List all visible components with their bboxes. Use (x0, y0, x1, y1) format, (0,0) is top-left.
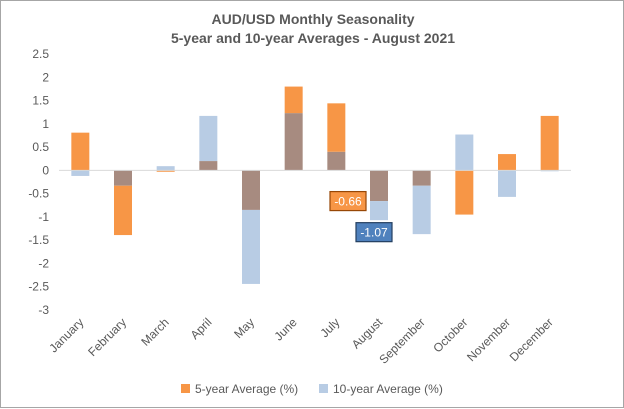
x-tick-label: April (188, 315, 215, 342)
data-label-box (329, 190, 367, 212)
y-tick-label: 1 (42, 117, 49, 131)
bar-5yr-june (284, 86, 303, 114)
bar-5yr-february (114, 185, 132, 236)
bar-overlap-july (327, 151, 346, 171)
x-tick-label: November (464, 315, 513, 364)
bar-10yr-august (370, 201, 388, 221)
x-tick-label: March (138, 315, 171, 348)
bar-overlap-june (284, 113, 303, 171)
y-tick-label: 0.5 (32, 140, 49, 154)
bar-5yr-july (327, 103, 346, 152)
x-tick-label: June (271, 315, 300, 344)
bar-overlap-may (242, 170, 260, 210)
bar-overlap-april (199, 161, 218, 171)
x-tick-label: December (507, 315, 556, 364)
bar-10yr-march (156, 166, 175, 171)
bar-5yr-january (71, 132, 90, 171)
legend-swatch-10yr (319, 384, 328, 393)
bar-5yr-october (455, 170, 474, 215)
data-labels: -0.66 -1.07 (329, 190, 393, 243)
y-tick-label: -3 (38, 303, 49, 317)
y-tick-label: 2 (42, 70, 49, 84)
bar-overlap-february (114, 170, 132, 186)
bar-10yr-september (412, 185, 431, 235)
x-tick-label: January (46, 315, 86, 355)
x-tick-label: October (430, 315, 470, 355)
bar-10yr-april (199, 115, 218, 162)
bar-10yr-november (498, 170, 516, 197)
legend-swatch-5yr (181, 384, 190, 393)
bar-10yr-may (242, 209, 260, 284)
y-tick-label: 1.5 (32, 94, 49, 108)
y-tick-label: -2.5 (28, 280, 49, 294)
bar-10yr-january (71, 170, 90, 176)
data-label-text: -0.66 (334, 195, 362, 209)
bars (71, 86, 559, 284)
chart-subtitle: 5-year and 10-year Averages - August 202… (171, 30, 455, 46)
legend-label-10yr: 10-year Average (%) (333, 382, 443, 396)
x-tick-label: May (231, 315, 257, 341)
x-tick-label: August (349, 315, 386, 352)
data-label-box (355, 222, 393, 243)
bar-5yr-december (540, 115, 559, 171)
bar-5yr-november (498, 154, 516, 171)
chart-title: AUD/USD Monthly Seasonality (211, 11, 414, 27)
x-tick-label: September (376, 315, 427, 366)
y-tick-label: -1 (38, 210, 49, 224)
bar-5yr-march (156, 170, 175, 172)
bar-overlap-august (370, 170, 388, 202)
bar-overlap-september (412, 170, 431, 186)
legend: 5-year Average (%) 10-year Average (%) (181, 382, 443, 396)
y-tick-label: -2 (38, 256, 49, 270)
y-axis-labels: 2.5 2 1.5 1 0.5 0 -0.5 -1 -1.5 -2 -2.5 -3 (28, 47, 49, 317)
y-tick-label: 2.5 (32, 47, 49, 61)
y-tick-label: 0 (42, 163, 49, 177)
legend-label-5yr: 5-year Average (%) (195, 382, 298, 396)
bar-10yr-october (455, 134, 474, 171)
x-tick-label: February (85, 315, 129, 359)
y-tick-label: -1.5 (28, 233, 49, 247)
data-label-text: -1.07 (360, 226, 388, 240)
x-tick-label: July (317, 315, 342, 340)
y-tick-label: -0.5 (28, 187, 49, 201)
